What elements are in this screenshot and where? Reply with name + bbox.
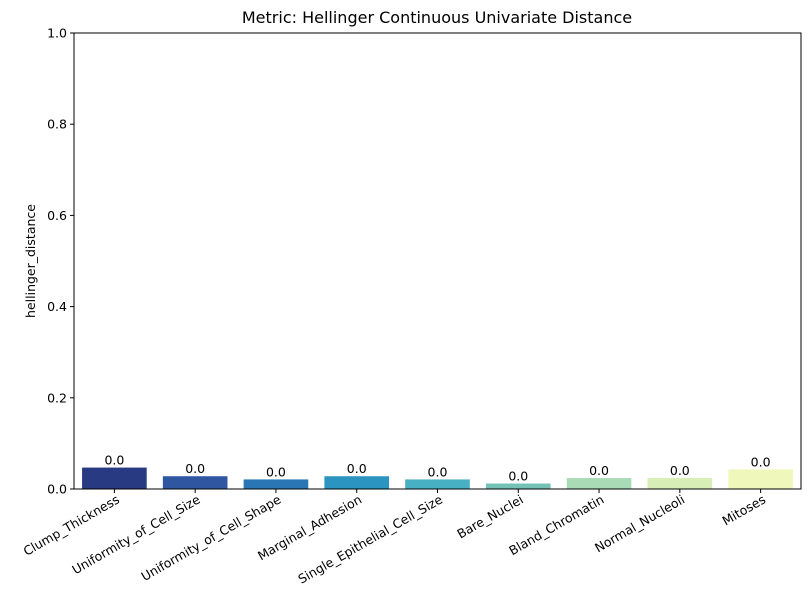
bar — [82, 467, 147, 489]
plot-frame — [73, 32, 802, 490]
x-tick-label: Uniformity_of_Cell_Shape — [138, 491, 283, 584]
bar — [243, 479, 309, 489]
bar — [566, 478, 632, 489]
data-label: 0.0 — [508, 469, 528, 484]
x-tick-label: Mitoses — [719, 492, 768, 529]
data-label: 0.0 — [104, 453, 124, 468]
data-label: 0.0 — [347, 461, 367, 476]
x-tick-label: Uniformity_of_Cell_Size — [69, 491, 203, 577]
y-tick-label: 0.8 — [47, 117, 67, 132]
y-tick-label: 0.2 — [47, 390, 67, 405]
bar — [485, 483, 551, 489]
data-label: 0.0 — [185, 461, 205, 476]
x-tick-label: Single_Epithelial_Cell_Size — [295, 491, 445, 586]
data-label: 0.0 — [428, 464, 448, 479]
y-tick-label: 0.6 — [47, 208, 67, 223]
bar — [162, 476, 228, 489]
data-label: 0.0 — [589, 463, 609, 478]
bar — [324, 476, 390, 489]
y-tick-label: 1.0 — [47, 26, 67, 41]
data-label: 0.0 — [670, 463, 690, 478]
bar — [647, 478, 713, 489]
bar — [728, 469, 793, 489]
y-axis-label: hellinger_distance — [23, 204, 38, 318]
bar — [405, 479, 470, 489]
plot-area: 0.00.20.40.60.81.00.0Clump_Thickness0.0U… — [21, 26, 793, 587]
y-tick-label: 0.4 — [47, 299, 67, 314]
y-tick-label: 0.0 — [47, 482, 67, 497]
x-tick-label: Normal_Nucleoli — [592, 492, 687, 556]
x-tick-label: Bare_Nuclei — [454, 492, 525, 542]
data-label: 0.0 — [266, 464, 286, 479]
data-label: 0.0 — [751, 454, 771, 469]
chart-title: Metric: Hellinger Continuous Univariate … — [242, 8, 632, 27]
